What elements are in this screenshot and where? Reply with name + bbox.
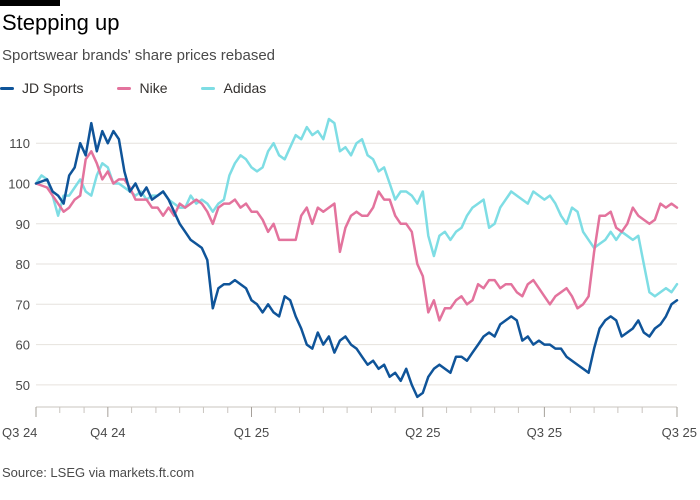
y-tick-label: 60 bbox=[16, 338, 30, 353]
x-tick-label: Q3 24 bbox=[2, 425, 37, 440]
legend-swatch-adidas bbox=[201, 86, 216, 90]
legend-label-nike: Nike bbox=[139, 80, 168, 96]
y-axis-ticks: 50 60 70 80 90 100 110 bbox=[8, 136, 30, 393]
brand-bar bbox=[0, 0, 60, 6]
x-tick-label: Q4 24 bbox=[90, 425, 125, 440]
series-line-adidas bbox=[34, 117, 679, 298]
y-tick-label: 100 bbox=[8, 176, 30, 191]
x-tick-label: Q2 25 bbox=[405, 425, 440, 440]
legend-swatch-nike bbox=[117, 86, 132, 90]
x-tick-label: Q3 25 bbox=[527, 425, 562, 440]
y-tick-label: 90 bbox=[16, 217, 30, 232]
legend-item-nike: Nike bbox=[117, 80, 167, 96]
y-tick-label: 50 bbox=[16, 378, 30, 393]
x-tick-label: Q1 25 bbox=[234, 425, 269, 440]
legend-item-jd-sports: JD Sports bbox=[0, 80, 83, 96]
y-tick-label: 70 bbox=[16, 297, 30, 312]
y-tick-label: 110 bbox=[9, 136, 30, 151]
series-line-nike bbox=[34, 150, 679, 322]
legend-item-adidas: Adidas bbox=[201, 80, 266, 96]
y-tick-label: 80 bbox=[16, 257, 30, 272]
chart-legend: JD Sports Nike Adidas bbox=[0, 80, 300, 96]
x-tick-label: Q3 25 bbox=[662, 425, 697, 440]
source-note: Source: LSEG via markets.ft.com bbox=[2, 465, 195, 480]
legend-label-jd-sports: JD Sports bbox=[22, 80, 84, 96]
chart-subtitle: Sportswear brands' share prices rebased bbox=[2, 47, 276, 64]
x-axis-ticks: Q3 24 Q4 24 Q1 25 Q2 25 Q3 25 Q3 25 bbox=[2, 406, 697, 440]
series-lines bbox=[34, 117, 679, 399]
series-line-jd-sports bbox=[34, 121, 679, 399]
chart-title: Stepping up bbox=[2, 10, 120, 35]
legend-swatch-jd-sports bbox=[0, 86, 14, 90]
legend-label-adidas: Adidas bbox=[223, 80, 267, 96]
